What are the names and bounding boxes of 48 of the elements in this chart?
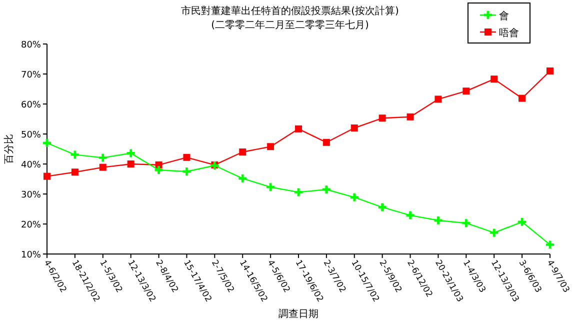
point [98, 154, 107, 162]
point [239, 148, 246, 156]
point [350, 193, 358, 202]
point [434, 96, 442, 103]
point [267, 143, 274, 150]
point [44, 172, 50, 180]
point [490, 76, 498, 83]
point [322, 138, 330, 146]
point [378, 203, 386, 212]
point [350, 124, 358, 132]
point [154, 166, 163, 174]
point [322, 186, 330, 194]
point [434, 216, 442, 224]
point [126, 149, 135, 158]
point [266, 183, 275, 192]
point [490, 228, 498, 237]
point [70, 150, 79, 159]
point [294, 188, 302, 196]
y-tick-label: 20% [20, 220, 42, 230]
point [518, 218, 526, 226]
point [238, 174, 247, 182]
point [546, 68, 554, 74]
legend-label: 會 [499, 10, 509, 22]
y-tick-label: 30% [20, 190, 42, 200]
point [546, 240, 554, 249]
point [462, 219, 470, 228]
y-tick-label: 10% [20, 250, 42, 260]
point [406, 113, 414, 120]
point [183, 154, 190, 161]
x-axis-title: 調查日期 [278, 308, 318, 320]
point [406, 211, 414, 220]
point [182, 168, 191, 176]
point [71, 168, 78, 176]
y-tick-label: 80% [20, 40, 42, 50]
y-tick-label: 60% [20, 100, 42, 110]
y-axis-title: 百分比 [3, 134, 15, 164]
chart-title: 市民對董建華出任特首的假設投票結果(按次計算) [181, 5, 399, 17]
y-tick-label: 70% [20, 70, 42, 80]
point [127, 160, 134, 168]
point [99, 164, 106, 171]
y-tick-label: 50% [20, 130, 42, 140]
point [518, 94, 526, 102]
point [295, 125, 302, 132]
chart-subtitle: (二零零二年二月至二零零三年七月) [211, 19, 369, 31]
point [378, 114, 386, 122]
legend-label: 唔會 [499, 27, 519, 39]
point [462, 88, 470, 95]
y-tick-label: 40% [20, 160, 42, 170]
